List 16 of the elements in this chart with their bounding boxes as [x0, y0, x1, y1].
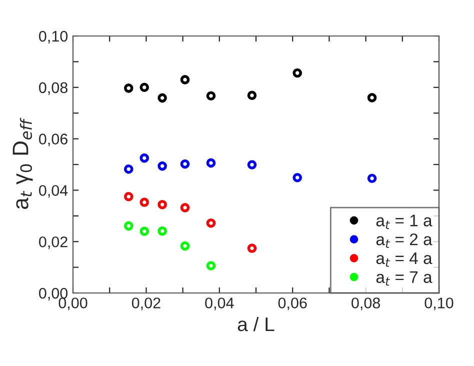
y-axis-title: a$_{t}$ γ$_{0}$ D$_{eff}$	[12, 118, 33, 209]
y-tick-label: 0,08	[39, 82, 68, 95]
legend-label: a$_{t}$ = 2 a	[376, 233, 432, 248]
y-tick-label: 0,04	[39, 185, 68, 198]
legend-label: a$_{t}$ = 1 a	[376, 214, 432, 229]
y-tick-label: 0,06	[39, 134, 68, 146]
x-axis-title: a / L	[238, 316, 274, 332]
y-tick-label: 0,10	[39, 30, 68, 44]
x-tick-label: 0,10	[424, 298, 454, 310]
y-tick-label: 0,02	[39, 236, 68, 250]
legend-label: a$_{t}$ = 7 a	[376, 271, 432, 286]
legend-label: a$_{t}$ = 4 a	[376, 252, 432, 267]
x-tick-label: 0,06	[278, 298, 307, 310]
x-tick-label: 0,08	[352, 298, 380, 310]
x-tick-label: 0,04	[205, 298, 234, 310]
x-tick-label: 0,02	[132, 298, 160, 310]
